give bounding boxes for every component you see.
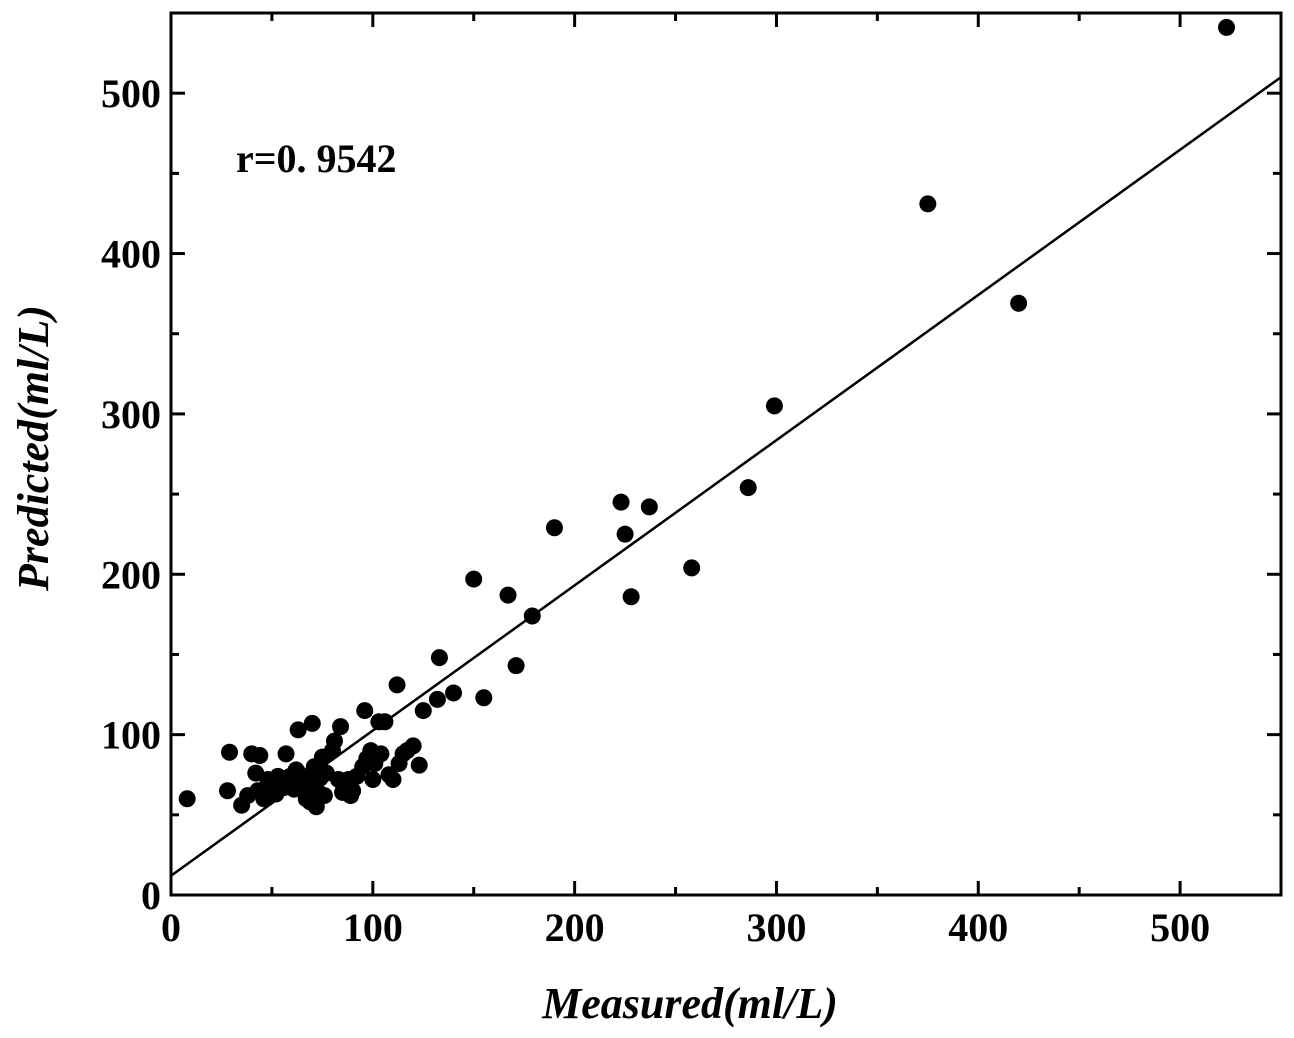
regression-line xyxy=(170,76,1282,877)
y-tick-label: 100 xyxy=(101,713,161,758)
data-point xyxy=(219,782,237,800)
data-point xyxy=(616,525,634,543)
data-point xyxy=(344,782,362,800)
y-tick-label: 500 xyxy=(101,71,161,116)
data-point xyxy=(372,745,390,763)
data-point xyxy=(507,657,525,675)
y-tick-label: 200 xyxy=(101,552,161,597)
data-point xyxy=(430,649,448,667)
data-point xyxy=(356,702,374,720)
data-point xyxy=(622,588,640,606)
data-point xyxy=(303,714,321,732)
correlation-annotation: r=0. 9542 xyxy=(236,136,397,181)
x-tick-label: 300 xyxy=(746,905,806,950)
x-tick-label: 100 xyxy=(343,905,403,950)
data-points xyxy=(178,18,1236,816)
x-tick-label: 200 xyxy=(545,905,605,950)
data-point xyxy=(465,570,483,588)
x-axis-title: Measured(ml/L) xyxy=(541,979,838,1028)
data-point xyxy=(919,195,937,213)
data-point xyxy=(683,559,701,577)
x-tick-label: 0 xyxy=(161,905,181,950)
data-point xyxy=(384,771,402,789)
data-point xyxy=(499,586,517,604)
data-point xyxy=(289,721,307,739)
data-point xyxy=(1218,18,1236,36)
data-point xyxy=(410,756,428,774)
data-point xyxy=(388,676,406,694)
axis-ticks xyxy=(169,11,1283,897)
y-axis-title: Predicted(ml/L) xyxy=(9,305,58,592)
data-point xyxy=(523,607,541,625)
data-point xyxy=(315,787,333,805)
y-tick-label: 0 xyxy=(141,873,161,918)
data-point xyxy=(612,493,630,511)
data-point xyxy=(404,737,422,755)
data-point xyxy=(445,684,463,702)
data-point xyxy=(332,718,350,736)
data-point xyxy=(364,771,382,789)
data-point xyxy=(221,743,239,761)
data-point xyxy=(178,790,196,808)
data-point xyxy=(428,690,446,708)
data-point xyxy=(325,732,343,750)
x-tick-label: 400 xyxy=(948,905,1008,950)
data-point xyxy=(1010,294,1028,312)
plot-frame xyxy=(169,11,1283,897)
data-point xyxy=(414,702,432,720)
y-tick-label: 300 xyxy=(101,392,161,437)
data-point xyxy=(277,745,295,763)
data-point xyxy=(640,498,658,516)
tick-labels: 0 100 200 300 400 500 0 100 200 300 400 500 xyxy=(101,71,1210,950)
y-tick-label: 400 xyxy=(101,232,161,277)
data-point xyxy=(765,397,783,415)
data-point xyxy=(251,746,269,764)
x-tick-label: 500 xyxy=(1150,905,1210,950)
data-point xyxy=(475,689,493,707)
data-point xyxy=(376,713,394,731)
data-point xyxy=(739,479,757,497)
data-point xyxy=(545,519,563,537)
